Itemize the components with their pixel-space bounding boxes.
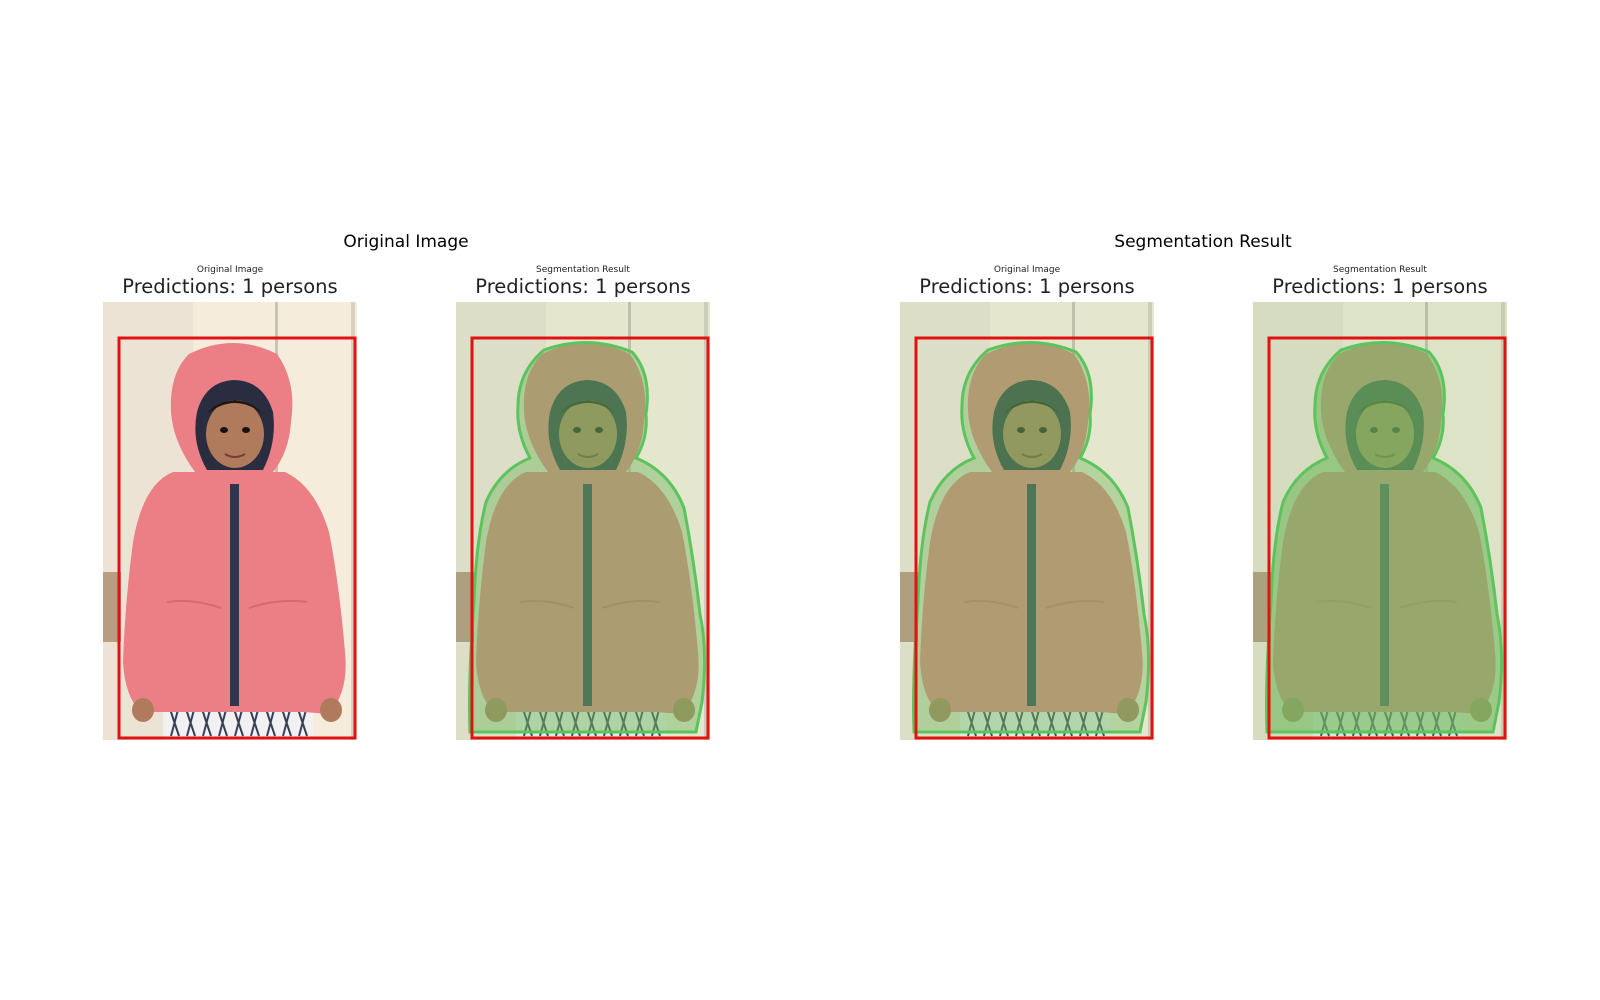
- eye-left: [220, 427, 228, 433]
- pocket-left: [166, 599, 222, 609]
- hair: [1004, 400, 1060, 414]
- panel-mini-title: Original Image: [993, 265, 1061, 275]
- hand-right: [1117, 698, 1139, 722]
- mask-outline: [912, 341, 1151, 734]
- eye-right: [595, 427, 603, 433]
- hair: [560, 400, 616, 414]
- hand-left: [929, 698, 951, 722]
- eye-right: [1039, 427, 1047, 433]
- photo-canvas: [1253, 302, 1507, 740]
- segmentation-mask: [469, 342, 705, 732]
- photo-canvas: [456, 302, 710, 740]
- hand-right: [673, 698, 695, 722]
- door-edge: [704, 302, 708, 740]
- figure-title-segmentation: Segmentation Result: [1114, 232, 1292, 252]
- furniture: [103, 572, 121, 642]
- panel-prediction-label: Predictions: 1 persons: [122, 275, 338, 298]
- panel-photo: [456, 302, 710, 740]
- zipper: [230, 484, 239, 706]
- segmentation-mask: [1266, 342, 1502, 732]
- bounding-box: [1267, 336, 1507, 740]
- image-tint: [456, 302, 710, 740]
- door-edge: [351, 302, 355, 740]
- panel-prediction-label: Predictions: 1 persons: [919, 275, 1135, 298]
- segmentation-mask: [913, 342, 1149, 732]
- bounding-box: [117, 336, 357, 740]
- image-tint: [900, 302, 1154, 740]
- smile: [224, 453, 246, 458]
- pocket-left: [963, 599, 1019, 609]
- zipper: [1027, 484, 1036, 706]
- zipper: [583, 484, 592, 706]
- door-edge: [1148, 302, 1152, 740]
- hand-left: [132, 698, 154, 722]
- photo-canvas: [103, 302, 357, 740]
- panel-prediction-label: Predictions: 1 persons: [475, 275, 691, 298]
- pocket-right: [1045, 599, 1105, 609]
- panel-photo: [1253, 302, 1507, 740]
- pocket-right: [601, 599, 661, 609]
- hair: [207, 400, 263, 414]
- figure-title-original: Original Image: [343, 232, 469, 252]
- face: [1003, 400, 1061, 468]
- eye-left: [573, 427, 581, 433]
- hand-left: [485, 698, 507, 722]
- eye-left: [1017, 427, 1025, 433]
- panel-mini-title: Original Image: [196, 265, 264, 275]
- furniture: [1253, 572, 1271, 642]
- panel-photo: [103, 302, 357, 740]
- furniture: [456, 572, 474, 642]
- panel-mini-title: Segmentation Result: [1333, 265, 1427, 275]
- hand-right: [320, 698, 342, 722]
- smile: [577, 453, 599, 458]
- pocket-right: [248, 599, 308, 609]
- mask-outline: [1265, 341, 1504, 734]
- panel-prediction-label: Predictions: 1 persons: [1272, 275, 1488, 298]
- mask-outline: [468, 341, 707, 734]
- face: [559, 400, 617, 468]
- panel-mini-title: Segmentation Result: [536, 265, 630, 275]
- furniture: [900, 572, 918, 642]
- photo-canvas: [900, 302, 1154, 740]
- door-edge: [1501, 302, 1505, 740]
- panel-photo: [900, 302, 1154, 740]
- bounding-box: [470, 336, 710, 740]
- eye-right: [242, 427, 250, 433]
- face: [206, 400, 264, 468]
- pocket-left: [519, 599, 575, 609]
- bounding-box: [914, 336, 1154, 740]
- smile: [1021, 453, 1043, 458]
